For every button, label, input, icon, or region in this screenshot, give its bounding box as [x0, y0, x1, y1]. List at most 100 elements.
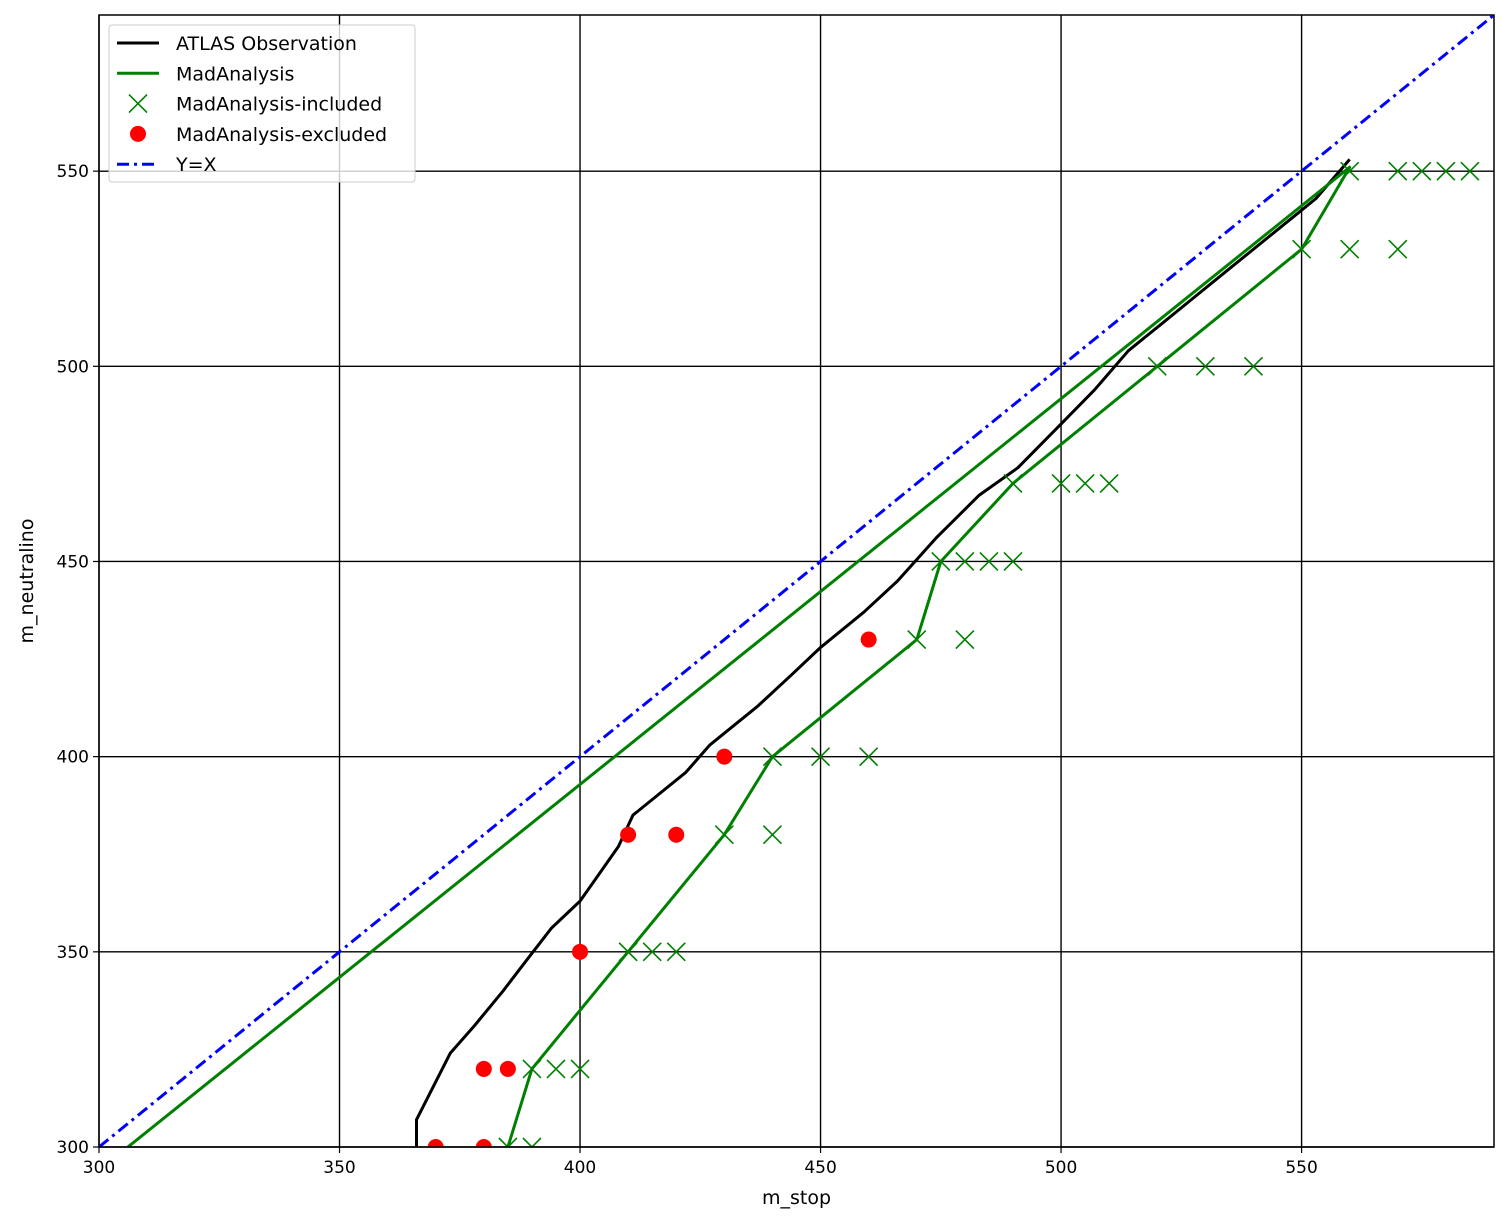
- dot-marker-point: [860, 631, 877, 648]
- x-marker-point: [570, 1059, 590, 1079]
- dot-marker-point: [668, 826, 685, 843]
- x-marker-point: [714, 825, 734, 845]
- x-marker-point: [1003, 551, 1023, 572]
- x-marker-point: [1340, 161, 1360, 181]
- x-marker-point-stroke-b: [522, 1059, 542, 1079]
- y-tick-label: 500: [57, 357, 89, 377]
- x-marker-point: [859, 747, 879, 767]
- legend-box: [108, 24, 416, 183]
- legend-swatch-x-stroke-b: [128, 94, 148, 114]
- x-marker-point: [1075, 473, 1095, 493]
- legend-swatch-x: [128, 94, 148, 114]
- y-tick-label: 450: [57, 552, 89, 572]
- x-marker-point-stroke-b: [1436, 161, 1456, 181]
- y-tick-label: 400: [57, 748, 89, 768]
- x-marker-point: [762, 747, 783, 767]
- x-marker-point: [1412, 161, 1432, 181]
- x-marker-point-stroke-b: [1147, 356, 1167, 376]
- x-marker-point-stroke-b: [546, 1059, 566, 1079]
- x-marker-point: [907, 629, 927, 650]
- x-tick-label: 350: [323, 1158, 355, 1178]
- x-marker-point-stroke-b: [666, 942, 686, 962]
- x-marker-point-stroke-b: [1340, 161, 1360, 181]
- x-marker-point: [1340, 239, 1360, 259]
- x-marker-point-stroke-b: [859, 747, 879, 767]
- x-marker-point-stroke-b: [762, 747, 783, 767]
- x-marker-point: [979, 551, 999, 572]
- x-marker-point-stroke-b: [1388, 161, 1408, 181]
- x-marker-point: [955, 551, 975, 572]
- x-marker-point-stroke-b: [1292, 239, 1312, 259]
- x-marker-point-stroke-b: [1388, 239, 1408, 259]
- x-marker-point-stroke-b: [1099, 473, 1119, 493]
- x-tick-label: 500: [1045, 1158, 1077, 1178]
- x-marker-point-stroke-a: [498, 1137, 510, 1147]
- y-tick-label: 300: [57, 1138, 89, 1158]
- x-marker-point-stroke-b: [907, 629, 927, 650]
- x-marker-point-stroke-b: [1243, 356, 1264, 376]
- x-marker-point-stroke-b: [1195, 356, 1215, 376]
- x-marker-point-stroke-b: [810, 747, 831, 767]
- x-marker-point: [618, 942, 638, 962]
- x-marker-point: [1003, 473, 1023, 493]
- y-tick-label: 350: [57, 943, 89, 963]
- dot-marker-point: [620, 826, 637, 843]
- x-marker-point: [810, 747, 831, 767]
- legend-item: MadAnalysis-excluded: [130, 124, 387, 146]
- y-tick-label: 550: [57, 162, 89, 182]
- x-marker-point: [931, 551, 951, 572]
- x-tick-label: 550: [1285, 1158, 1317, 1178]
- x-marker-point: [522, 1137, 542, 1147]
- x-marker-point-stroke-b: [1460, 161, 1480, 181]
- series-madanalysis-included: [498, 161, 1480, 1147]
- legend-label: MadAnalysis-included: [176, 94, 382, 116]
- x-marker-point-stroke-b: [506, 1137, 518, 1147]
- x-marker-point-stroke-b: [1412, 161, 1432, 181]
- x-marker-point-stroke-b: [762, 825, 783, 845]
- x-marker-point: [1460, 161, 1480, 181]
- x-marker-point: [666, 942, 686, 962]
- x-marker-point: [522, 1059, 542, 1079]
- legend-item: MadAnalysis-included: [128, 94, 382, 116]
- dot-marker-point: [499, 1060, 516, 1077]
- series-line: [415, 158, 1351, 1147]
- series-line: [99, 15, 1494, 1147]
- x-marker-point: [955, 629, 975, 650]
- x-tick-label: 400: [564, 1158, 596, 1178]
- x-tick-label: 300: [83, 1158, 115, 1178]
- series-y-x: [99, 15, 1494, 1147]
- x-marker-point-stroke-b: [1003, 473, 1023, 493]
- x-marker-point-stroke-b: [1075, 473, 1095, 493]
- x-marker-point: [1436, 161, 1456, 181]
- ticks: 300 350 400 450 500 550 300 350 400 450 500 550: [57, 162, 1318, 1178]
- x-marker-point: [1147, 356, 1167, 376]
- x-marker-point-stroke-b: [530, 1137, 542, 1147]
- x-marker-point-stroke-b: [714, 825, 734, 845]
- legend: ATLAS Observation MadAnalysis MadAnalysis-…: [108, 24, 416, 183]
- legend-label: Y=X: [175, 154, 217, 176]
- x-marker-point-stroke-b: [955, 629, 975, 650]
- x-marker-point: [1243, 356, 1264, 376]
- x-marker-point: [1388, 239, 1408, 259]
- x-marker-point: [1195, 356, 1215, 376]
- series-madanalysis: [126, 165, 1352, 1147]
- x-marker-point-stroke-b: [1340, 239, 1360, 259]
- x-marker-point: [1292, 239, 1312, 259]
- series-line: [126, 165, 1352, 1147]
- legend-label: ATLAS Observation: [176, 33, 357, 55]
- x-marker-point-stroke-b: [979, 551, 999, 572]
- legend-label: MadAnalysis: [176, 63, 294, 85]
- dot-marker-point: [572, 943, 589, 960]
- series-atlas-observation: [415, 158, 1351, 1147]
- x-marker-point: [498, 1137, 518, 1147]
- x-marker-point: [762, 825, 783, 845]
- x-marker-point: [1388, 161, 1408, 181]
- legend-swatch-dot: [130, 125, 146, 142]
- x-marker-point-stroke-a: [522, 1137, 534, 1147]
- x-tick-label: 450: [804, 1158, 836, 1178]
- x-marker-point-stroke-b: [1051, 473, 1071, 493]
- legend-label: MadAnalysis-excluded: [176, 124, 387, 146]
- x-marker-point-stroke-b: [955, 551, 975, 572]
